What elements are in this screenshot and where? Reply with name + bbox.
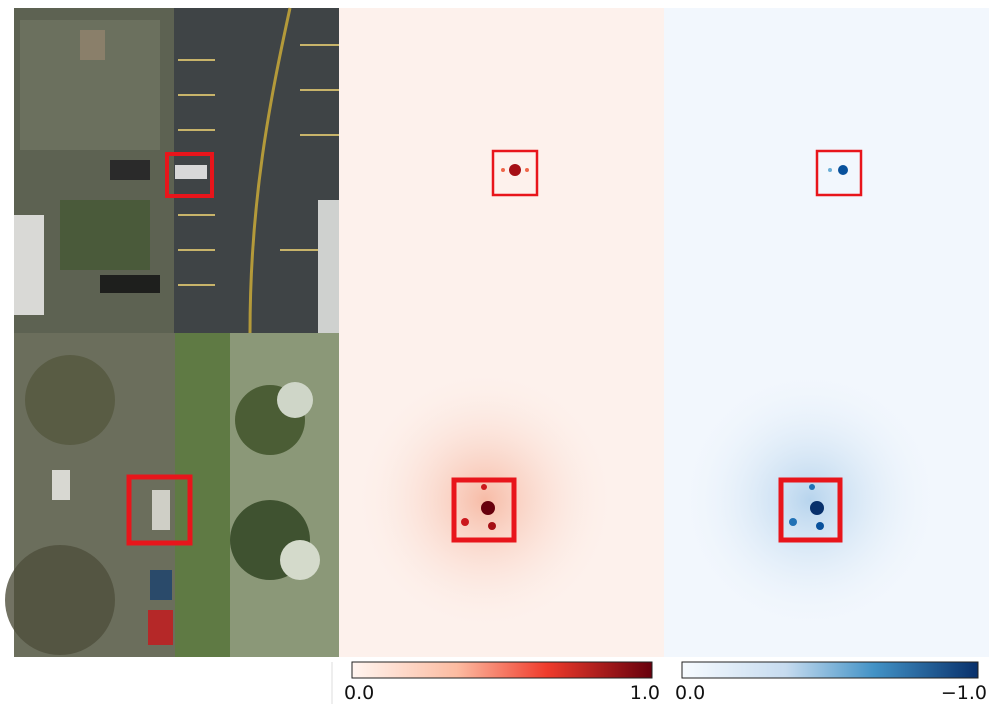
figure: 0.0 1.0 0.0 −1.0 (0, 0, 994, 706)
colorbar-min-label: 0.0 (675, 682, 705, 704)
colorbar-red: 0.0 1.0 (332, 662, 660, 704)
aerial-image-top (14, 8, 339, 333)
heatmap-negative (664, 8, 989, 657)
aerial-image-bottom (5, 333, 339, 657)
colorbar-max-label: −1.0 (941, 682, 987, 704)
colorbar-min-label: 0.0 (344, 682, 374, 704)
colorbar-max-label: 1.0 (630, 682, 660, 704)
colorbar-blue: 0.0 −1.0 (675, 662, 987, 704)
heatmap-positive (339, 8, 664, 657)
